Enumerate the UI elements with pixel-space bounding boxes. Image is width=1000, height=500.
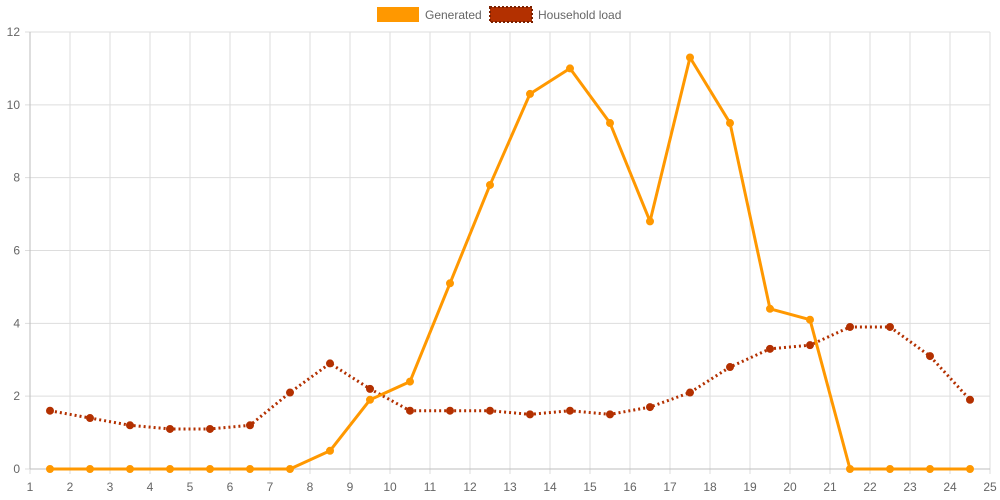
series-household-load xyxy=(46,322,974,433)
data-point[interactable] xyxy=(726,119,734,128)
series-line xyxy=(49,325,972,431)
data-point[interactable] xyxy=(926,465,934,473)
x-tick-label: 13 xyxy=(503,480,517,494)
data-point[interactable] xyxy=(486,180,494,189)
data-point[interactable] xyxy=(326,446,334,455)
data-point[interactable] xyxy=(406,377,414,386)
data-point[interactable] xyxy=(886,322,894,331)
x-tick-label: 3 xyxy=(107,480,114,494)
data-point[interactable] xyxy=(166,424,174,433)
x-tick-label: 18 xyxy=(703,480,717,494)
y-tick-label: 4 xyxy=(13,316,20,330)
x-tick-label: 21 xyxy=(823,480,837,494)
data-point[interactable] xyxy=(526,89,534,98)
data-point[interactable] xyxy=(646,217,654,226)
data-point[interactable] xyxy=(246,465,254,473)
data-point[interactable] xyxy=(966,465,974,473)
x-tick-label: 9 xyxy=(347,480,354,494)
x-tick-label: 12 xyxy=(463,480,477,494)
series xyxy=(46,53,974,473)
data-point[interactable] xyxy=(206,424,214,433)
data-point[interactable] xyxy=(726,363,734,372)
axes: 1 2 3 4 5 6 7 8 9 10 11 12 13 14 15 16 17 18 19 20 21 22 23 24 2… xyxy=(7,25,997,494)
data-point[interactable] xyxy=(286,465,294,473)
x-tick-label: 11 xyxy=(424,480,437,494)
legend-label: Generated xyxy=(425,8,482,22)
data-point[interactable] xyxy=(166,465,174,473)
x-tick-label: 4 xyxy=(147,480,154,494)
legend-swatch xyxy=(489,6,533,23)
x-tick-label: 24 xyxy=(943,480,957,494)
data-point[interactable] xyxy=(326,359,334,368)
data-point[interactable] xyxy=(926,352,934,361)
data-point[interactable] xyxy=(126,421,134,430)
data-point[interactable] xyxy=(526,410,534,419)
data-point[interactable] xyxy=(806,341,814,350)
legend[interactable]: Generated Household load xyxy=(377,6,621,23)
data-point[interactable] xyxy=(446,279,454,288)
x-tick-label: 22 xyxy=(863,480,877,494)
y-tick-label: 6 xyxy=(13,244,20,258)
data-point[interactable] xyxy=(366,395,374,404)
data-point[interactable] xyxy=(686,53,694,62)
series-generated xyxy=(46,53,974,473)
data-point[interactable] xyxy=(246,421,254,430)
data-point[interactable] xyxy=(686,388,694,397)
data-point[interactable] xyxy=(886,465,894,473)
legend-label: Household load xyxy=(538,8,621,22)
y-tick-label: 2 xyxy=(13,389,20,403)
data-point[interactable] xyxy=(486,406,494,415)
x-tick-label: 8 xyxy=(307,480,314,494)
data-point[interactable] xyxy=(86,414,94,423)
data-point[interactable] xyxy=(606,410,614,419)
data-point[interactable] xyxy=(46,465,54,473)
x-tick-label: 17 xyxy=(663,480,677,494)
data-point[interactable] xyxy=(646,403,654,412)
data-point[interactable] xyxy=(766,304,774,313)
x-tick-label: 20 xyxy=(783,480,797,494)
x-tick-label: 10 xyxy=(383,480,397,494)
data-point[interactable] xyxy=(46,406,54,415)
data-point[interactable] xyxy=(446,406,454,415)
data-point[interactable] xyxy=(566,64,574,73)
x-tick-label: 6 xyxy=(227,480,234,494)
x-tick-label: 16 xyxy=(623,480,637,494)
legend-item-generated[interactable]: Generated xyxy=(377,7,482,22)
x-tick-label: 1 xyxy=(27,480,34,494)
data-point[interactable] xyxy=(206,465,214,473)
x-tick-label: 25 xyxy=(983,480,997,494)
data-point[interactable] xyxy=(366,384,374,393)
data-point[interactable] xyxy=(806,315,814,324)
data-point[interactable] xyxy=(566,406,574,415)
data-point[interactable] xyxy=(846,322,854,331)
data-point[interactable] xyxy=(406,406,414,415)
data-point[interactable] xyxy=(126,465,134,473)
x-tick-label: 19 xyxy=(743,480,757,494)
series-line xyxy=(50,55,970,471)
data-point[interactable] xyxy=(846,465,854,473)
x-tick-label: 7 xyxy=(267,480,274,494)
x-tick-label: 14 xyxy=(543,480,557,494)
grid xyxy=(25,31,991,474)
y-tick-label: 12 xyxy=(7,25,21,39)
legend-swatch xyxy=(377,7,419,22)
y-tick-label: 10 xyxy=(7,98,21,112)
x-tick-label: 23 xyxy=(903,480,917,494)
data-point[interactable] xyxy=(286,388,294,397)
legend-item-household-load[interactable]: Household load xyxy=(489,6,621,23)
x-tick-label: 15 xyxy=(583,480,597,494)
data-point[interactable] xyxy=(966,395,974,404)
x-tick-label: 5 xyxy=(187,480,194,494)
x-tick-label: 2 xyxy=(67,480,74,494)
data-point[interactable] xyxy=(606,119,614,128)
data-point[interactable] xyxy=(86,465,94,473)
y-tick-label: 0 xyxy=(13,462,20,476)
data-point[interactable] xyxy=(766,344,774,353)
y-tick-label: 8 xyxy=(13,171,20,185)
